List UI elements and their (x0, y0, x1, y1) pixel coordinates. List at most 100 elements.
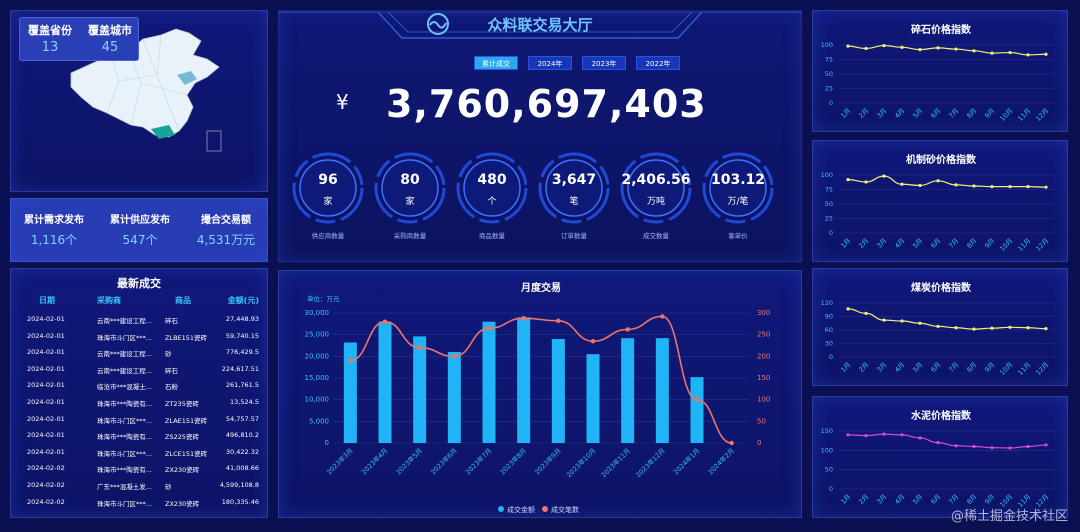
table-row[interactable]: 2024-02-01 珠海市斗门区***... ZLAE151瓷砖 54,757.57 (11, 415, 267, 431)
line-point[interactable] (900, 433, 904, 437)
line-point[interactable] (729, 440, 734, 446)
line-point[interactable] (864, 46, 868, 51)
table-row[interactable]: 2024-02-02 珠海市斗门区***... ZX230瓷砖 180,335.46 (11, 498, 267, 514)
line-point[interactable] (972, 49, 976, 53)
table-row[interactable]: 2024-02-01 云南***建设工程... 砂 776,429.5 (11, 348, 267, 364)
line-point[interactable] (972, 184, 976, 188)
legend-bar-label[interactable]: 成交金额 (507, 505, 535, 514)
header-buyer[interactable]: 采购商 (97, 296, 121, 305)
line-point[interactable] (694, 397, 700, 402)
line-point[interactable] (452, 354, 457, 359)
line-point[interactable] (900, 45, 904, 49)
tab-2024[interactable]: 2024年 (528, 56, 572, 70)
table-row[interactable]: 2024-02-01 珠海市斗门区***... ZLBE151瓷砖 59,740.15 (11, 332, 267, 348)
stat-ring[interactable]: 103.12 万/笔 (700, 150, 776, 226)
table-row[interactable]: 2024-02-01 云南***建设工程... 碎石 27,448.93 (11, 315, 267, 331)
bar[interactable] (621, 338, 635, 443)
line-point[interactable] (954, 444, 958, 448)
line-point[interactable] (864, 311, 868, 315)
line-point[interactable] (936, 324, 940, 328)
line-point[interactable] (918, 436, 922, 440)
line-point[interactable] (882, 43, 886, 48)
line-point[interactable] (954, 183, 958, 187)
line-point[interactable] (954, 47, 958, 51)
stat-ring[interactable]: 480 个 (454, 150, 530, 226)
line-point[interactable] (972, 444, 976, 449)
line-point[interactable] (1008, 446, 1012, 450)
line-point[interactable] (1044, 52, 1048, 56)
bar[interactable] (343, 342, 357, 443)
header-amount[interactable]: 金额(元) (227, 296, 259, 305)
line-point[interactable] (882, 318, 886, 322)
line-point[interactable] (1026, 326, 1030, 330)
bar[interactable] (690, 377, 704, 443)
line-point[interactable] (918, 183, 922, 188)
line-point[interactable] (918, 48, 922, 52)
tab-2022[interactable]: 2022年 (636, 56, 680, 70)
line-point[interactable] (864, 434, 868, 438)
line-point[interactable] (1008, 50, 1012, 55)
bar[interactable] (447, 352, 461, 443)
line-point[interactable] (486, 325, 492, 331)
line-point[interactable] (990, 185, 994, 189)
line-point[interactable] (1026, 444, 1030, 449)
table-row[interactable]: 2024-02-01 珠海市斗门区***... ZLCE151瓷砖 30,422.32 (11, 448, 267, 464)
line-point[interactable] (936, 179, 940, 183)
line-point[interactable] (900, 182, 904, 186)
line-point[interactable] (936, 46, 940, 50)
line-point[interactable] (625, 327, 630, 332)
line-point[interactable] (990, 51, 994, 55)
line-point[interactable] (348, 358, 353, 363)
line-point[interactable] (918, 321, 922, 325)
bar[interactable] (551, 339, 565, 443)
tab-2023[interactable]: 2023年 (582, 56, 626, 70)
line-point[interactable] (1008, 325, 1012, 329)
line-point[interactable] (882, 174, 886, 178)
line-point[interactable] (382, 319, 388, 324)
header-product[interactable]: 商品 (175, 296, 191, 305)
line-point[interactable] (846, 433, 850, 437)
table-row[interactable]: 2024-02-01 云南***建设工程... 碎石 224,617.51 (11, 365, 267, 381)
bar[interactable] (378, 321, 392, 443)
line-point[interactable] (990, 446, 994, 450)
bar[interactable] (482, 321, 496, 443)
bar[interactable] (413, 336, 427, 443)
line-point[interactable] (556, 318, 561, 323)
line-point[interactable] (972, 327, 976, 331)
stat-ring[interactable]: 80 家 (372, 150, 448, 226)
line-point[interactable] (900, 319, 904, 323)
line-point[interactable] (846, 178, 850, 182)
line-point[interactable] (1008, 185, 1012, 189)
line-point[interactable] (660, 314, 665, 319)
line-point[interactable] (846, 307, 850, 311)
line-point[interactable] (882, 432, 886, 436)
tab-cumulative[interactable]: 累计成交 (474, 56, 518, 70)
line-point[interactable] (1044, 443, 1048, 447)
line-point[interactable] (990, 326, 994, 330)
bar[interactable] (517, 317, 531, 443)
table-row[interactable]: 2024-02-01 临沧市***混凝土... 石粉 261,761.5 (11, 381, 267, 397)
line-point[interactable] (1026, 53, 1030, 57)
line-point[interactable] (521, 316, 526, 321)
line-point[interactable] (954, 326, 958, 330)
line-point[interactable] (846, 44, 850, 48)
legend-line-label[interactable]: 成交笔数 (551, 505, 579, 514)
table-row[interactable]: 2024-02-01 珠海市***陶瓷有... ZT235瓷砖 13,524.5 (11, 398, 267, 414)
stat-ring[interactable]: 2,406.56 万吨 (618, 150, 694, 226)
bar[interactable] (586, 354, 600, 443)
stat-ring[interactable]: 3,647 笔 (536, 150, 612, 226)
line-point[interactable] (1044, 327, 1048, 331)
line-point[interactable] (1026, 185, 1030, 189)
line-point[interactable] (1044, 185, 1048, 189)
table-row[interactable]: 2024-02-01 珠海市***陶瓷有... ZS225瓷砖 496,810.2 (11, 431, 267, 447)
china-map[interactable] (11, 11, 269, 193)
stat-ring[interactable]: 96 家 (290, 150, 366, 226)
header-date[interactable]: 日期 (39, 296, 55, 305)
table-row[interactable]: 2024-02-02 广东***混凝土发... 砂 4,599,108.8 (11, 481, 267, 497)
line-point[interactable] (417, 345, 422, 350)
line-point[interactable] (936, 441, 940, 445)
bar[interactable] (655, 338, 669, 443)
line-point[interactable] (590, 338, 596, 344)
table-row[interactable]: 2024-02-02 珠海市***陶瓷有... ZX230瓷砖 41,008.66 (11, 464, 267, 480)
line-point[interactable] (864, 180, 868, 184)
